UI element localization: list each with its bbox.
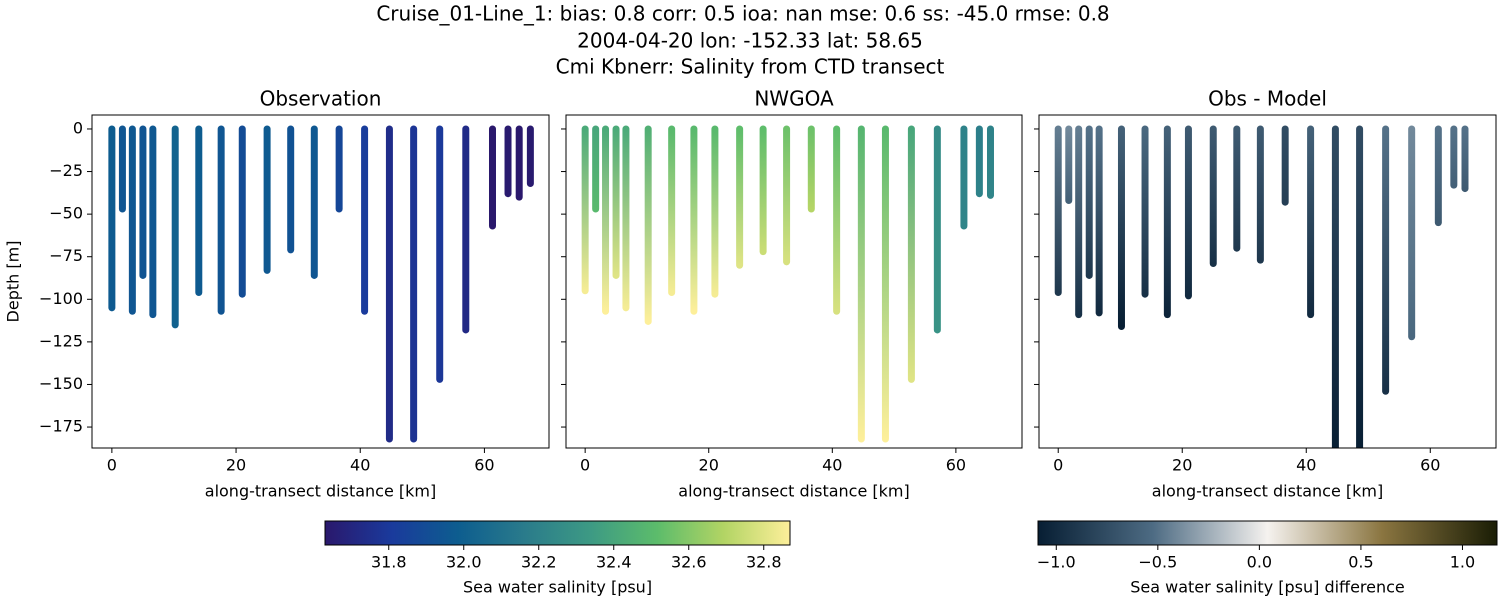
colorbar-tick-label: −1.0 xyxy=(1037,553,1076,572)
x-tick-label: 60 xyxy=(946,456,966,475)
x-axis-label: along-transect distance [km] xyxy=(1152,482,1383,501)
x-axis-label: along-transect distance [km] xyxy=(678,482,909,501)
colorbar xyxy=(324,520,791,546)
y-tick-label: −150 xyxy=(39,374,83,393)
x-tick-label: 20 xyxy=(699,456,719,475)
colorbar-tick-label: 32.6 xyxy=(671,553,707,572)
suptitle: Cmi Kbnerr: Salinity from CTD transect xyxy=(556,55,945,79)
panel-title: Obs - Model xyxy=(1208,87,1327,111)
y-tick-label: −75 xyxy=(49,246,83,265)
axes-frame xyxy=(1038,114,1497,449)
colorbar-tick-label: 32.2 xyxy=(521,553,557,572)
x-tick-label: 40 xyxy=(1296,456,1316,475)
colorbar-tick-label: 0.5 xyxy=(1348,553,1373,572)
colorbar-tick-label: 31.8 xyxy=(371,553,407,572)
x-axis-label: along-transect distance [km] xyxy=(205,482,436,501)
colorbar-label: Sea water salinity [psu] xyxy=(463,578,652,597)
x-tick-label: 60 xyxy=(474,456,494,475)
y-tick-label: −25 xyxy=(49,161,83,180)
colorbar-tick-label: 32.4 xyxy=(596,553,632,572)
x-tick-label: 40 xyxy=(822,456,842,475)
y-axis-label: Depth [m] xyxy=(4,241,23,323)
y-tick-label: −50 xyxy=(49,204,83,223)
y-tick-label: −100 xyxy=(39,289,83,308)
colorbar-label: Sea water salinity [psu] difference xyxy=(1130,578,1405,597)
x-tick-label: 0 xyxy=(580,456,590,475)
x-tick-label: 20 xyxy=(226,456,246,475)
panel-title: Observation xyxy=(260,87,382,111)
casts xyxy=(108,125,534,443)
suptitle: Cruise_01-Line_1: bias: 0.8 corr: 0.5 io… xyxy=(376,2,1109,26)
colorbar-tick-label: 1.0 xyxy=(1450,553,1475,572)
y-tick-label: −175 xyxy=(39,417,83,436)
x-tick-label: 60 xyxy=(1420,456,1440,475)
axes-frame xyxy=(565,114,1023,449)
casts xyxy=(581,125,994,443)
x-tick-label: 20 xyxy=(1172,456,1192,475)
colorbar-tick-label: 32.8 xyxy=(746,553,782,572)
suptitle: 2004-04-20 lon: -152.33 lat: 58.65 xyxy=(577,29,923,53)
x-tick-label: 40 xyxy=(350,456,370,475)
colorbar-tick-label: 0.0 xyxy=(1247,553,1272,572)
casts xyxy=(1054,125,1469,448)
panel-title: NWGOA xyxy=(754,87,834,111)
axes-frame xyxy=(91,114,550,449)
colorbar-tick-label: −0.5 xyxy=(1138,553,1177,572)
x-tick-label: 0 xyxy=(1053,456,1063,475)
x-tick-label: 0 xyxy=(107,456,117,475)
y-tick-label: 0 xyxy=(73,118,83,137)
colorbar xyxy=(1037,520,1498,546)
y-tick-label: −125 xyxy=(39,331,83,350)
colorbar-tick-label: 32.0 xyxy=(446,553,482,572)
